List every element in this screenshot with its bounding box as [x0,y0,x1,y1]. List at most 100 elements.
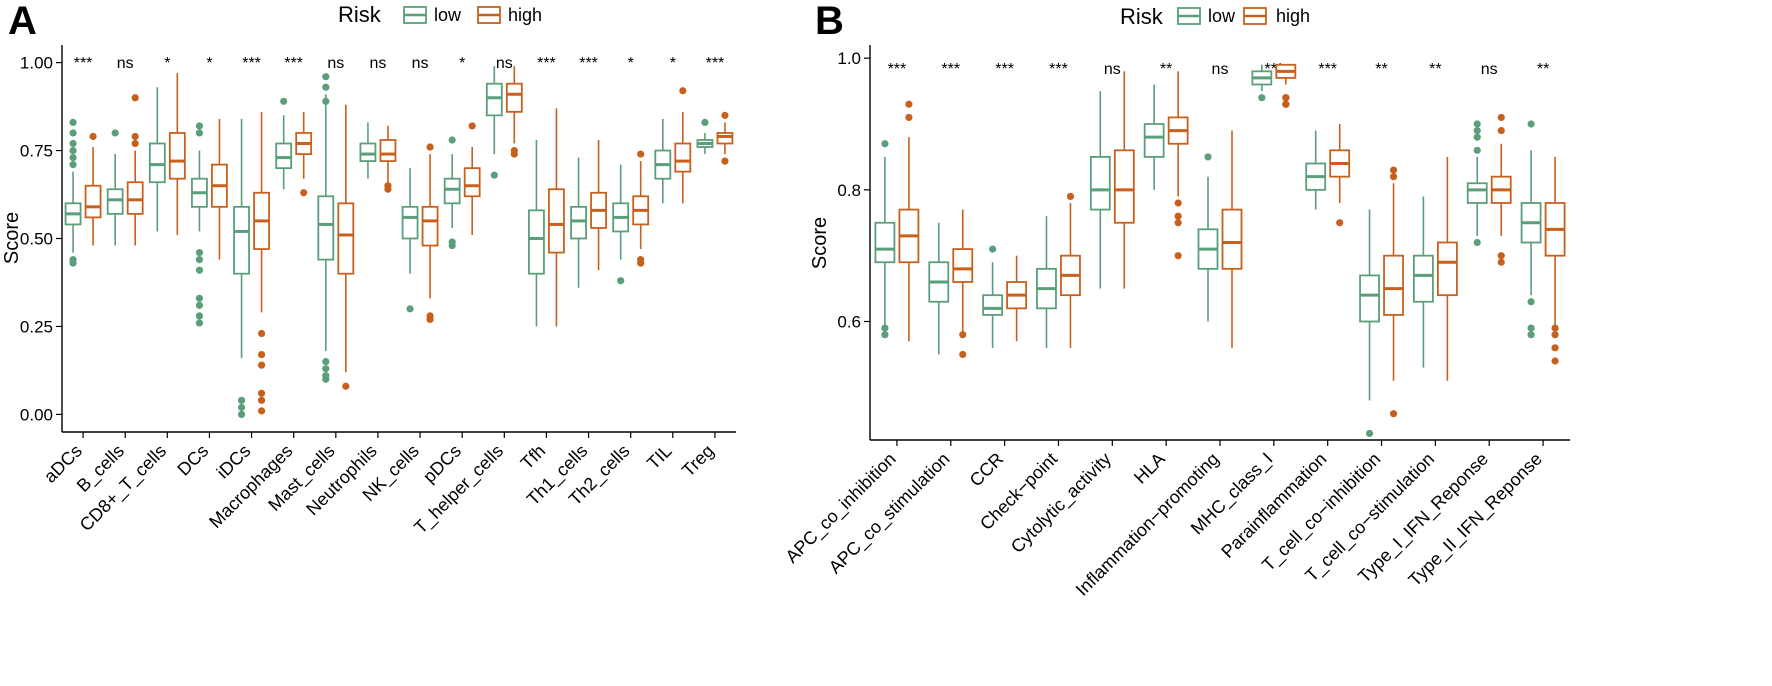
panel-a-significance-label: * [459,55,465,72]
panel-a-significance-label: ns [496,55,513,72]
panel-a-significance-label: ns [117,55,134,72]
panel-a-legend-low-label: low [434,5,462,25]
panel-a-box-high [421,205,439,247]
panel-b-significance-label: ns [1212,61,1229,78]
panel-b-box-high [1221,208,1243,270]
panel-a-y-tick-label: 0.75 [20,142,53,161]
panel-b-outlier-low [1365,429,1374,438]
panel-b-significance-label: *** [1318,61,1337,78]
panel-b-box-low [1143,123,1165,158]
panel-b-outlier-high [905,113,913,122]
panel-a-outlier-high [721,111,729,119]
panel-a-outlier-low [617,277,625,285]
panel-a-y-tick-label: 0.50 [20,230,53,249]
panel-b-letter: B [815,0,844,43]
panel-b-box-high [1436,241,1458,297]
panel-a-x-tick-label: TIL [643,441,676,474]
panel-a-box-high [463,167,481,198]
panel-a-outlier-low [69,153,77,162]
panel-a-outlier-high [637,259,645,267]
panel-a-outlier-high [637,150,645,158]
panel-a-box-low [106,188,124,215]
panel-b-outlier-high [959,331,967,339]
panel-a-outlier-low [701,118,709,126]
panel-b-outlier-high [1551,357,1559,365]
panel-a-box-high [716,132,734,145]
panel-a-outlier-low [69,139,77,148]
panel-b-box-low [1466,182,1488,204]
panel-b-outlier-high [1551,344,1559,352]
panel-a-outlier-low [69,129,77,137]
panel-a-box-low [275,142,293,170]
panel-a-box-low [233,205,250,275]
panel-a-outlier-high [300,189,308,197]
panel-b-box-low [982,294,1004,316]
panel-b: B Risk low high Score 0.60.81.0APC_co_in… [782,0,1570,600]
panel-b-outlier-high [1497,252,1505,260]
panel-b-legend: Risk low high [1120,4,1310,29]
panel-b-outlier-high [959,350,967,359]
panel-a-outlier-high [257,396,266,404]
panel-b-outlier-low [881,331,889,339]
panel-a-outlier-low [448,241,456,250]
panel-a-outlier-low [448,136,456,144]
panel-b-outlier-low [1473,238,1481,247]
panel-a-outlier-low [69,259,77,267]
panel-b-outlier-low [1527,120,1535,128]
panel-b-box-low [874,221,896,264]
panel-b-outlier-high [1174,252,1182,260]
panel-b-x-tick-label: HLA [1130,449,1169,488]
panel-b-significance-label: ** [1429,61,1441,78]
panel-a-outlier-high [257,407,266,415]
panel-a-box-low [570,205,587,240]
panel-a-outlier-low [69,161,77,169]
panel-a-significance-label: *** [579,55,598,72]
panel-b-box-high [952,248,974,283]
panel-a-outlier-high [257,389,266,397]
panel-a-outlier-high [468,122,476,130]
panel-a-box-high [548,188,565,254]
panel-b-significance-label: ** [1375,61,1387,78]
panel-b-legend-high-label: high [1276,6,1310,26]
panel-a-box-low [148,142,166,184]
panel-a-outlier-high [131,139,139,148]
panel-b-outlier-high [1497,126,1505,135]
panel-a-significance-label: *** [242,55,261,72]
panel-b-outlier-low [1473,146,1481,154]
panel-b-significance-label: ns [1481,61,1498,78]
panel-a-significance-label: * [670,55,676,72]
panel-b-outlier-high [1389,410,1398,418]
panel-a-x-tick-label: Treg [678,441,718,481]
panel-a-box-high [168,132,186,180]
panel-a-outlier-low [195,319,204,327]
panel-a-box-high [84,184,102,219]
panel-a-legend: Risk low high [338,2,542,27]
panel-a-box-low [485,82,503,117]
panel-a-outlier-high [384,185,392,193]
panel-a-legend-high-label: high [508,5,542,25]
panel-a-outlier-low [237,403,246,411]
panel-a-y-tick-label: 0.00 [20,405,53,424]
panel-a-legend-title: Risk [338,2,382,27]
panel-b-outlier-high [1551,331,1559,339]
panel-b-outlier-high [1174,212,1182,220]
panel-a-outlier-high [257,361,266,369]
panel-b-y-tick-label: 0.8 [837,181,861,200]
panel-b-significance-label: *** [995,61,1014,78]
panel-b-outlier-high [1174,219,1182,227]
panel-b-significance-label: ** [1537,61,1549,78]
panel-a-outlier-low [490,171,498,179]
panel-a-significance-label: ns [369,55,386,72]
panel-b-outlier-high [1389,173,1398,181]
panel-a-outlier-low [195,266,204,274]
panel-a-x-tick-label: Tfh [517,441,550,474]
panel-a-x-tick-label: DCs [173,441,212,480]
panel-a-outlier-low [69,146,77,155]
panel-b-box-low [1359,274,1380,323]
panel-a-outlier-high [131,132,139,141]
panel-b-significance-label: *** [941,61,960,78]
panel-a-y-tick-label: 0.25 [20,317,53,336]
panel-a-outlier-high [426,315,434,324]
panel-b-significance-label: *** [1049,61,1068,78]
panel-b-box-high [1113,149,1135,224]
